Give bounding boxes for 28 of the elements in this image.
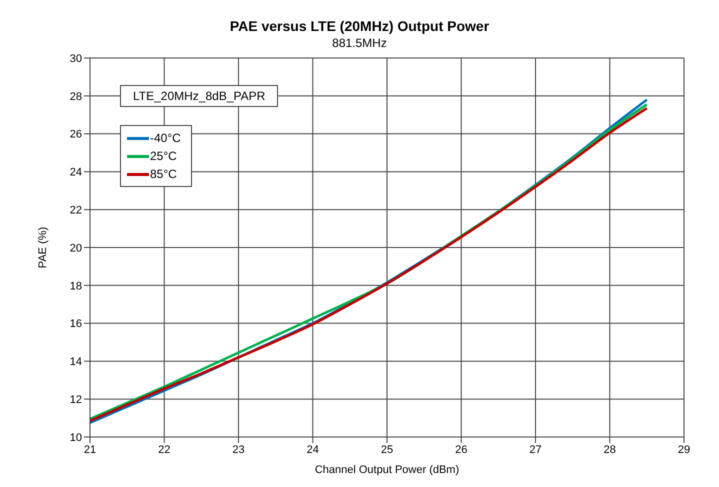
legend-label: 25°C <box>150 148 177 165</box>
x-tick-label: 23 <box>232 444 245 456</box>
x-tick-label: 26 <box>455 444 468 456</box>
annotation: LTE_20MHz_8dB_PAPR <box>120 85 278 107</box>
x-tick-label: 27 <box>529 444 542 456</box>
y-tick-label: 28 <box>70 90 82 103</box>
y-tick-label: 12 <box>70 394 82 406</box>
x-tick-label: 24 <box>306 444 319 456</box>
y-tick-label: 10 <box>70 432 82 444</box>
x-tick-label: 25 <box>380 444 394 456</box>
chart-title: PAE versus LTE (20MHz) Output Power <box>228 18 490 34</box>
x-tick-label: 21 <box>84 444 96 456</box>
y-tick-label: 30 <box>70 52 82 65</box>
x-tick-label: 28 <box>604 444 616 456</box>
y-axis-title: PAE (%) <box>36 226 49 268</box>
y-tick-label: 22 <box>70 204 82 217</box>
legend-label: 85°C <box>150 166 177 183</box>
legend-label: -40°C <box>150 130 181 147</box>
y-tick-label: 16 <box>70 318 82 330</box>
y-tick-label: 20 <box>70 242 82 254</box>
y-tick-label: 14 <box>70 356 82 368</box>
x-axis-title: Channel Output Power (dBm) <box>314 464 460 476</box>
x-tick-label: 22 <box>158 444 170 456</box>
y-tick-label: 18 <box>70 280 82 292</box>
chart-subtitle: 881.5MHz <box>331 36 388 50</box>
x-tick-label: 29 <box>678 444 690 456</box>
y-tick-label: 26 <box>70 128 82 141</box>
y-tick-label: 24 <box>70 166 82 179</box>
